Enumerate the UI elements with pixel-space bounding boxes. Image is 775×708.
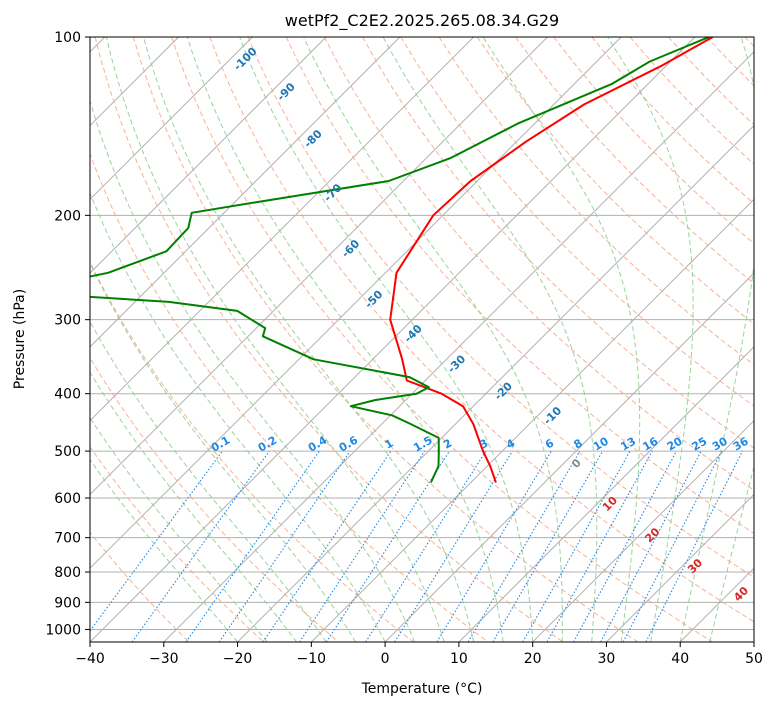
mixing-ratio-line — [546, 450, 653, 642]
dry-adiabat-line — [209, 37, 754, 623]
x-tick-label: 0 — [381, 651, 390, 667]
x-tick-label: −30 — [149, 651, 179, 667]
mixing-ratio-line — [325, 450, 450, 642]
x-tick-label: −10 — [297, 651, 327, 667]
isotherm-line — [606, 493, 754, 642]
isotherm-line — [753, 641, 754, 642]
dry-adiabat-line — [400, 37, 754, 407]
moist-adiabat-line — [303, 37, 563, 642]
isotherm-line — [90, 37, 475, 422]
y-tick-label: 500 — [54, 444, 81, 460]
background-lines — [90, 37, 754, 642]
y-tick-label: 100 — [54, 30, 81, 46]
plot-frame — [89, 36, 755, 643]
dry-adiabat-line — [247, 37, 754, 578]
y-tick-label: 300 — [54, 313, 81, 329]
moist-adiabat-line — [482, 37, 641, 642]
y-tick-label: 400 — [54, 387, 81, 403]
isotherm-line — [90, 37, 253, 201]
y-tick-label: 600 — [54, 491, 81, 507]
moist-adiabat-line — [105, 37, 445, 642]
dry-adiabat-line — [171, 37, 713, 642]
moist-adiabat-line — [679, 37, 754, 642]
mixing-ratio-line — [573, 450, 677, 642]
temperature-profile-line — [389, 37, 714, 483]
mixing-ratio-line — [185, 450, 320, 642]
y-tick-label: 900 — [54, 595, 81, 611]
mixing-ratio-line — [394, 450, 513, 642]
y-axis-label: Pressure (hPa) — [12, 289, 28, 389]
y-tick-label: 1000 — [45, 622, 81, 638]
dry-adiabat-line — [90, 260, 414, 642]
dry-adiabat-line — [476, 37, 754, 325]
isotherm-line — [237, 124, 754, 642]
y-tick-label: 700 — [54, 531, 81, 547]
isotherm-line — [384, 272, 754, 642]
mixing-ratio-line — [299, 450, 426, 642]
isotherm-line — [90, 37, 548, 496]
x-tick-label: −20 — [223, 651, 253, 667]
dry-adiabat-line — [438, 37, 754, 366]
x-tick-label: 10 — [450, 651, 468, 667]
mixing-ratio-line — [90, 450, 223, 632]
moist-adiabat-line — [90, 320, 327, 642]
dry-adiabat-line — [94, 37, 564, 642]
x-tick-label: 20 — [524, 651, 542, 667]
moist-adiabat-line — [239, 37, 534, 642]
axis-ticks: −40 −30 −20 −10 0 10 20 30 40 50 100 200 300 400 500 60… — [45, 30, 763, 667]
x-tick-label: −40 — [75, 651, 105, 667]
moist-adiabat-line — [186, 37, 504, 642]
isotherm-line — [90, 37, 401, 348]
x-axis-label: Temperature (°C) — [361, 681, 483, 697]
dry-adiabat-line — [90, 152, 489, 642]
y-tick-label: 800 — [54, 565, 81, 581]
mixing-ratio-line — [600, 450, 702, 642]
mixing-ratio-line — [131, 450, 270, 642]
isotherm-line — [90, 37, 696, 642]
x-tick-label: 50 — [745, 651, 763, 667]
dry-adiabat-line — [90, 446, 265, 642]
plot-background — [90, 37, 754, 642]
moist-adiabat-line — [90, 458, 238, 642]
dry-adiabat-line — [515, 37, 754, 285]
mixing-ratio-line — [365, 450, 487, 642]
isotherm-line — [90, 37, 622, 569]
y-tick-label: 200 — [54, 208, 81, 224]
dewpoint-profile-line — [90, 37, 710, 483]
moist-adiabat-line — [90, 416, 268, 642]
dry-adiabat-line — [323, 37, 754, 491]
isotherm-line — [458, 346, 754, 642]
mixing-ratio-line — [522, 450, 631, 642]
mixing-ratio-line — [622, 450, 723, 642]
dry-adiabat-line — [90, 531, 190, 642]
isotherm-line — [163, 51, 754, 642]
mixing-ratio-line — [645, 450, 743, 642]
moist-adiabat-line — [90, 262, 357, 642]
mixing-ratio-line — [218, 450, 351, 642]
dry-adiabat-line — [132, 37, 639, 642]
isotherm-line — [532, 419, 754, 642]
moist-adiabat-line — [90, 191, 386, 642]
moist-adiabat-line — [709, 465, 754, 642]
moist-adiabat-line — [382, 37, 598, 642]
x-tick-label: 40 — [671, 651, 689, 667]
profile-lines — [90, 37, 714, 483]
isotherm-line — [90, 37, 327, 274]
x-tick-label: 30 — [598, 651, 616, 667]
moist-adiabat-line — [607, 37, 694, 642]
chart-title: wetPf2_C2E2.2025.265.08.34.G29 — [285, 11, 559, 31]
dry-adiabat-line — [285, 37, 754, 535]
